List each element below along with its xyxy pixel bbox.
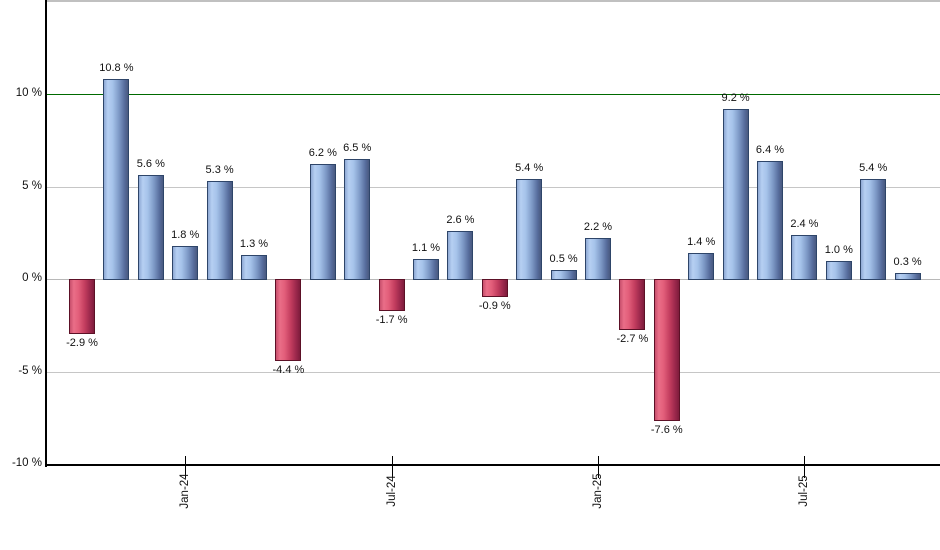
bar-value-label: 1.4 % — [687, 236, 716, 249]
bar-2 — [103, 79, 130, 280]
bar-20 — [722, 108, 749, 280]
x-axis-tick — [185, 456, 187, 478]
bar-value-label: -1.7 % — [375, 314, 408, 327]
bar-value-label: 0.5 % — [549, 252, 578, 265]
bar-22 — [791, 234, 818, 280]
bar-value-label: 5.6 % — [136, 158, 165, 171]
bar-value-label: 2.2 % — [583, 221, 613, 234]
y-axis-line — [45, 0, 47, 467]
bar-13 — [481, 279, 508, 297]
bar-24 — [860, 179, 887, 280]
y-axis-tick-label: 5 % — [22, 179, 42, 192]
bar-1 — [69, 279, 95, 334]
bar-15 — [550, 269, 577, 280]
bar-value-label: 2.4 % — [790, 217, 819, 230]
bar-11 — [413, 258, 439, 280]
bar-value-label: -0.9 % — [478, 299, 511, 312]
bar-23 — [825, 260, 852, 280]
bar-4 — [172, 245, 199, 280]
bar-value-label: -4.4 % — [272, 364, 305, 377]
plot-top-border — [46, 0, 940, 2]
bar-5 — [206, 180, 233, 280]
bar-value-label: 1.3 % — [239, 237, 269, 250]
bar-value-label: 5.4 % — [859, 162, 888, 175]
reference-line-10pct — [46, 94, 940, 95]
bar-value-label: 1.1 % — [411, 241, 441, 254]
bar-value-label: -2.9 % — [66, 336, 98, 349]
x-axis-tick-label: Jul-25 — [798, 475, 811, 507]
bar-9 — [344, 158, 371, 280]
x-axis-tick-label: Jan-25 — [592, 473, 604, 509]
bar-8 — [309, 164, 336, 280]
bar-value-label: 10.8 % — [99, 62, 134, 75]
bar-19 — [688, 253, 715, 280]
bar-value-label: 1.0 % — [824, 243, 853, 256]
bar-value-label: 6.5 % — [343, 141, 372, 154]
bar-value-label: 2.6 % — [446, 213, 475, 226]
x-axis-tick — [391, 456, 393, 478]
bar-value-label: 1.8 % — [171, 228, 200, 241]
gridline — [46, 186, 940, 188]
bar-7 — [275, 279, 302, 362]
bar-12 — [447, 230, 474, 280]
y-axis-tick-label: 10 % — [15, 87, 42, 99]
bar-value-label: 6.4 % — [755, 143, 785, 156]
gridline — [46, 371, 940, 373]
bar-17 — [619, 279, 646, 330]
bar-18 — [653, 279, 680, 421]
bar-value-label: 9.2 % — [721, 91, 750, 104]
bar-14 — [516, 179, 543, 280]
bar-16 — [585, 238, 611, 280]
bar-10 — [378, 279, 405, 312]
bar-value-label: 5.3 % — [205, 163, 234, 176]
bar-21 — [757, 160, 783, 280]
x-axis-line — [45, 464, 940, 466]
x-axis-tick-label: Jan-24 — [179, 473, 192, 509]
bar-3 — [137, 175, 164, 280]
x-axis-tick — [804, 456, 806, 478]
bar-value-label: 6.2 % — [308, 147, 337, 160]
y-axis-tick-label: -5 % — [18, 364, 42, 377]
bar-value-label: 5.4 % — [515, 162, 544, 175]
bar-value-label: -7.6 % — [650, 423, 683, 436]
y-axis-tick-label: 0 % — [22, 272, 42, 284]
x-axis-tick — [598, 456, 599, 478]
y-axis-tick-label: -10 % — [11, 457, 42, 469]
bar-value-label: 0.3 % — [893, 256, 922, 269]
bar-6 — [241, 254, 267, 280]
x-axis-tick-label: Jul-24 — [385, 475, 398, 507]
bar-25 — [894, 273, 921, 280]
bar-value-label: -2.7 % — [616, 332, 649, 345]
